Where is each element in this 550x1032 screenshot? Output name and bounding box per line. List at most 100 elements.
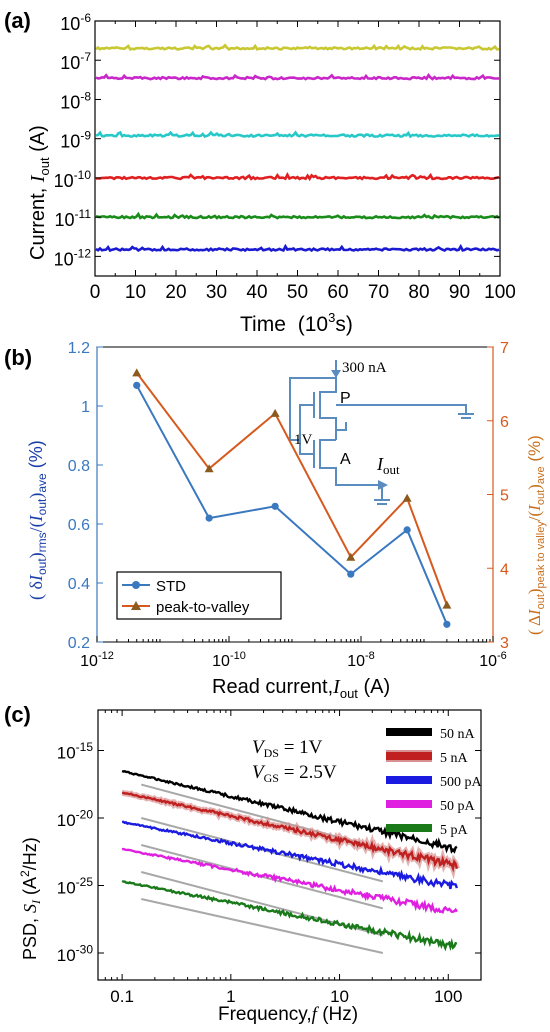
y-tick-label: 10-9 — [60, 129, 91, 152]
panel-c-annotation: VDS = 1V VGS = 2.5V — [252, 737, 337, 785]
circuit-inset — [289, 360, 474, 505]
data-point-std — [347, 570, 355, 578]
x-tick-label: 0.1 — [110, 987, 134, 1006]
y-tick-label: 10-10 — [54, 168, 92, 191]
x-tick-label: 10 — [125, 282, 146, 303]
panel-a-label: (a) — [4, 8, 31, 33]
legend-label: 500 pA — [440, 775, 483, 790]
legend-marker-ptv — [131, 601, 141, 610]
current-trace-series — [95, 211, 500, 220]
x-tick-label: 10-12 — [80, 650, 114, 670]
legend-label-std: STD — [156, 578, 186, 595]
legend-label-ptv: peak-to-valley — [156, 599, 250, 616]
y-tick-label: 10-7 — [60, 50, 91, 73]
data-point-std — [443, 620, 451, 628]
y-tick-label: 10-20 — [57, 807, 94, 830]
data-point-std — [133, 381, 141, 389]
inset-wire — [299, 424, 314, 455]
x-tick-label: 10-6 — [479, 650, 507, 670]
data-point-std — [271, 502, 279, 510]
series-line-circle — [135, 384, 448, 625]
vgs-annotation: VGS = 2.5V — [252, 762, 337, 785]
x-tick-label: 0 — [90, 282, 101, 303]
panel-c-xlabel: Frequency,f (Hz) — [218, 1004, 358, 1025]
panel-a-ylabel: Current, Iout (A) — [27, 125, 52, 260]
x-tick-label: 70 — [368, 282, 389, 303]
psd-trace-1 — [121, 791, 459, 873]
inset-current-label: 300 nA — [342, 360, 387, 376]
inset-wire — [336, 404, 467, 414]
current-trace-series — [95, 172, 500, 182]
reference-slope-line — [141, 898, 384, 954]
panel-c-ylabel: PSD, SI (A2/Hz) — [18, 837, 43, 960]
current-arrow-icon — [331, 370, 341, 378]
x-tick-label: 1 — [226, 987, 235, 1006]
legend-marker-std — [132, 581, 140, 589]
y-left-tick-label: 0.2 — [68, 635, 90, 652]
panel-b-series — [132, 368, 452, 628]
panel-c-label: (c) — [4, 702, 31, 727]
data-point-std — [205, 514, 213, 522]
panel-c: (c) 0.1 1 10 100 10-15 10-20 10-25 10-30 VDS = … — [4, 702, 483, 1025]
x-tick-label: 60 — [327, 282, 348, 303]
psd-trace-2 — [122, 820, 459, 890]
legend-box — [116, 571, 282, 620]
panel-a-frame — [94, 20, 501, 277]
inset-wire — [335, 422, 347, 440]
panel-b-xlabel: Read current,Iout (A) — [212, 676, 390, 701]
x-tick-label: 40 — [246, 282, 267, 303]
x-tick-label: 90 — [449, 282, 470, 303]
y-tick-label: 10-11 — [55, 207, 92, 230]
data-point-peak-to-valley — [346, 552, 356, 561]
y-right-tick-label: 6 — [500, 414, 509, 431]
data-point-peak-to-valley — [132, 368, 142, 377]
inset-iout-label: Iout — [376, 454, 400, 477]
inset-wire — [319, 378, 337, 432]
y-left-tick-label: 1 — [81, 399, 90, 416]
legend-label: 5 pA — [440, 823, 469, 838]
data-point-peak-to-valley — [204, 464, 214, 473]
y-left-tick-label: 0.6 — [68, 517, 90, 534]
panel-a: (a) 0 10 20 30 40 50 60 70 80 90 100 10-12 10-11 10-1… — [4, 8, 516, 336]
x-tick-label: 20 — [165, 282, 186, 303]
inset-voltage-label: 1V — [294, 432, 313, 448]
y-tick-label: 10-25 — [57, 875, 94, 898]
y-tick-label: 10-30 — [57, 942, 94, 965]
panel-b-ylabel-right: ( ΔIout)peak to valley/(Iout)ave (%) — [525, 435, 547, 635]
panel-a-series — [95, 43, 500, 253]
y-right-tick-label: 7 — [500, 340, 509, 357]
panel-c-frame — [97, 709, 482, 981]
panel-b: (b) 10-12 10-10 10-8 10-6 0.2 0.4 0.6 0.8 1 1.2 3 4… — [4, 340, 547, 701]
y-left-tick-label: 1.2 — [68, 340, 90, 357]
inset-p-label: P — [340, 390, 351, 407]
panel-b-ylabel-left: ( δIout)rms/(Iout)ave (%) — [26, 440, 49, 600]
current-trace-series — [95, 130, 500, 139]
panel-c-series — [121, 769, 460, 952]
current-trace-series — [95, 243, 500, 253]
x-tick-label: 30 — [206, 282, 227, 303]
current-trace-series — [95, 72, 500, 81]
y-tick-label: 10-8 — [60, 89, 91, 112]
panel-a-xlabel: Time (103s) — [240, 310, 353, 336]
series-line-triangle — [135, 372, 448, 606]
y-right-tick-label: 3 — [500, 635, 509, 652]
legend-label: 50 pA — [440, 799, 476, 814]
legend-label: 50 nA — [440, 727, 476, 742]
x-tick-label: 10-8 — [347, 650, 375, 670]
current-trace-series — [95, 43, 500, 52]
panel-b-legend: STD peak-to-valley — [116, 571, 282, 620]
panel-c-ticks: 0.1 1 10 100 10-15 10-20 10-25 10-30 — [57, 710, 482, 1006]
inset-wire — [299, 404, 314, 418]
data-point-peak-to-valley — [402, 493, 412, 502]
data-point-std — [403, 526, 411, 534]
panel-b-ticks: 10-12 10-10 10-8 10-6 0.2 0.4 0.6 0.8 1 1.2 3 4 5 6 7 — [68, 340, 509, 670]
psd-trace-3 — [121, 847, 458, 914]
panel-c-legend: 50 nA 5 nA 500 pA 50 pA 5 pA — [386, 727, 483, 838]
y-tick-label: 10-15 — [57, 740, 94, 763]
vds-annotation: VDS = 1V — [252, 737, 323, 760]
y-tick-label: 10-12 — [54, 246, 92, 269]
x-tick-label: 10-10 — [212, 650, 246, 670]
x-tick-label: 10 — [330, 987, 349, 1006]
data-point-peak-to-valley — [442, 600, 452, 609]
